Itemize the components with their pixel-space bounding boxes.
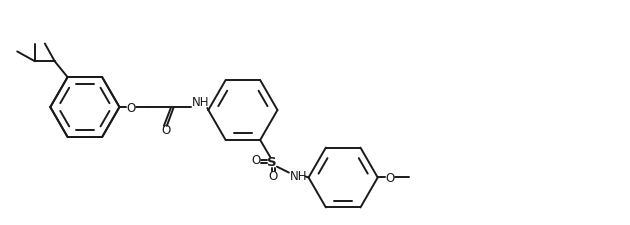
Text: O: O (385, 171, 394, 184)
Text: NH: NH (192, 95, 209, 108)
Text: O: O (251, 153, 261, 166)
Text: O: O (127, 101, 136, 114)
Text: S: S (267, 155, 277, 169)
Text: NH: NH (290, 169, 307, 182)
Text: O: O (161, 124, 171, 137)
Text: O: O (268, 169, 278, 182)
